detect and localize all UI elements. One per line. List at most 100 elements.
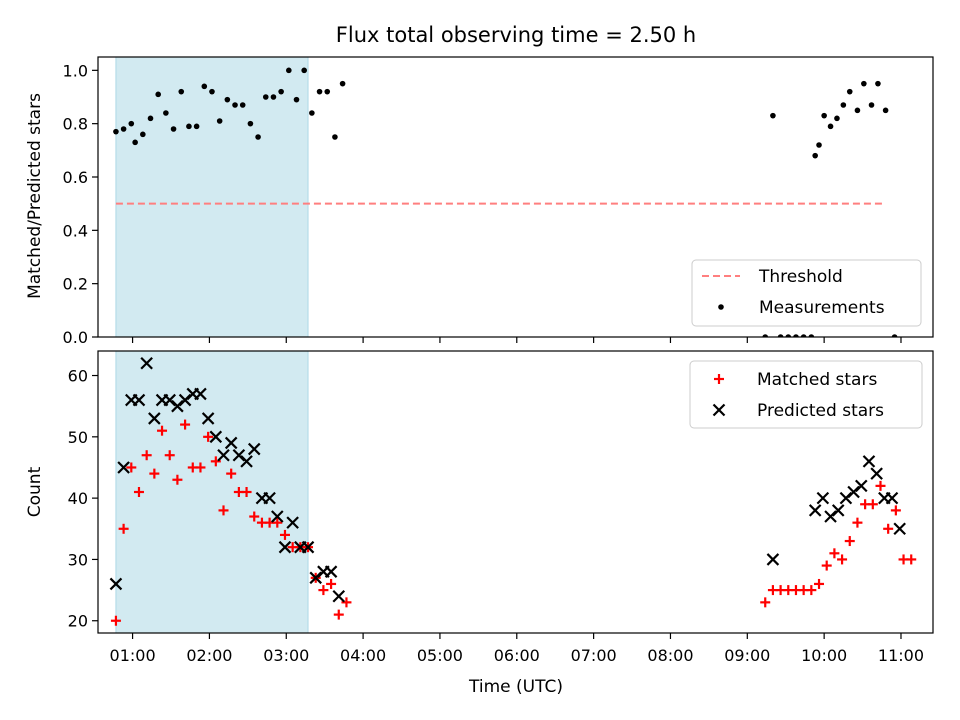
measurement-point [128,120,135,127]
predicted-star-stroke-b [831,504,845,517]
measurement-point [262,94,269,100]
matched-star-point [875,480,886,491]
predicted-star-stroke-b [224,436,238,450]
matched-star-point [203,431,214,442]
ratio-ytick-label: 1.0 [63,61,88,80]
matched-star-point [844,536,855,547]
count-panel: Count Time (UTC) 20 30 40 50 60 01:00 02:00 03:… [25,350,934,697]
measurement-point [324,88,331,95]
measurement-point [270,94,277,100]
matched-star-point [883,523,894,534]
predicted-star-point [148,412,161,425]
measurement-point [309,110,315,116]
count-observing-window [115,351,309,633]
measurement-point [834,115,840,122]
legend-matched-swatch [714,374,724,384]
predicted-star-stroke-b [766,553,780,566]
predicted-star-stroke-b [163,393,176,407]
time-xtick-label: 05:00 [417,646,463,665]
time-xtick-label: 09:00 [724,646,770,665]
measurement-point [332,134,338,140]
time-xtick-label: 04:00 [340,646,386,665]
predicted-star-stroke-b [816,491,830,505]
measurement-point [232,102,238,108]
measurement-point [120,126,127,132]
predicted-star-stroke-b [240,455,253,468]
matched-star-point [149,468,160,479]
ratio-ytick-label: 0.4 [63,221,88,240]
predicted-star-point [224,436,238,450]
measurement-point [840,102,847,108]
measurement-point [224,96,231,103]
matched-star-point [157,425,168,436]
ratio-ylabel: Matched/Predicted stars [25,93,45,299]
matched-star-point [241,487,252,497]
predicted-star-point [893,522,906,536]
matched-star-point [133,487,144,497]
predicted-star-point [301,540,315,554]
matched-star-point [164,450,175,461]
matched-star-point [195,462,206,473]
legend-measurements-swatch [718,304,724,310]
matched-star-point [890,505,901,516]
measurement-point [762,334,769,337]
legend-threshold-label: Threshold [758,267,843,287]
measurement-point [770,112,776,119]
measurement-point [132,139,138,146]
matched-star-point [906,554,917,565]
measurement-point [891,334,898,337]
predicted-star-stroke-b [209,430,223,444]
measurement-point [255,134,261,140]
predicted-star-point [117,461,130,474]
legend-matched-label: Matched stars [757,370,877,390]
predicted-star-stroke-b [148,412,161,425]
time-xtick-label: 01:00 [110,646,156,665]
count-ytick-label: 30 [68,550,88,569]
count-ytick-label: 50 [68,428,88,447]
measurement-point [278,88,284,95]
predicted-star-point [885,491,899,505]
ratio-legend-box [691,259,922,327]
predicted-star-stroke-b [217,448,230,462]
matched-star-point [829,548,840,559]
predicted-star-point [816,491,830,505]
ratio-legend: Threshold Measurements [691,259,922,327]
count-ylabel: Count [25,466,45,517]
ratio-series-dot [113,67,898,337]
time-xtick-label: 10:00 [801,646,847,665]
predicted-star-point [263,491,276,505]
predicted-star-stroke-b [140,356,153,370]
predicted-star-point [862,455,876,468]
predicted-star-stroke-b [232,448,246,462]
predicted-star-stroke-b [808,504,822,517]
predicted-star-point [247,442,261,456]
ratio-ytick-label: 0.0 [63,328,88,347]
time-xtick-label: 07:00 [571,646,617,665]
measurement-point [854,107,861,114]
measurement-point [777,334,784,337]
matched-star-point [318,585,329,596]
predicted-star-stroke-b [109,577,123,591]
predicted-star-stroke-b [132,393,146,407]
count-series-x [109,356,906,603]
time-xtick-label: 08:00 [647,646,693,665]
ratio-frame [97,56,934,338]
time-xlabel: Time (UTC) [468,677,563,697]
ratio-ytick-label: 0.2 [63,275,88,294]
matched-star-point [141,450,152,461]
matched-star-point [341,597,352,608]
matched-star-point [837,554,848,565]
predicted-star-stroke-b [271,510,284,523]
time-xtick-label: 06:00 [494,646,540,665]
matched-star-point [172,474,183,485]
measurement-point [821,112,827,119]
measurement-point [301,67,307,74]
measurement-point [155,91,161,98]
predicted-star-point [271,510,284,523]
predicted-star-stroke-b [194,387,207,401]
ratio-panel: Matched/Predicted stars 0.0 0.2 0.4 0.6 0.8 1… [25,56,934,347]
measurement-point [793,334,799,337]
legend-predicted-label: Predicted stars [757,401,884,421]
measurement-point [293,96,300,103]
